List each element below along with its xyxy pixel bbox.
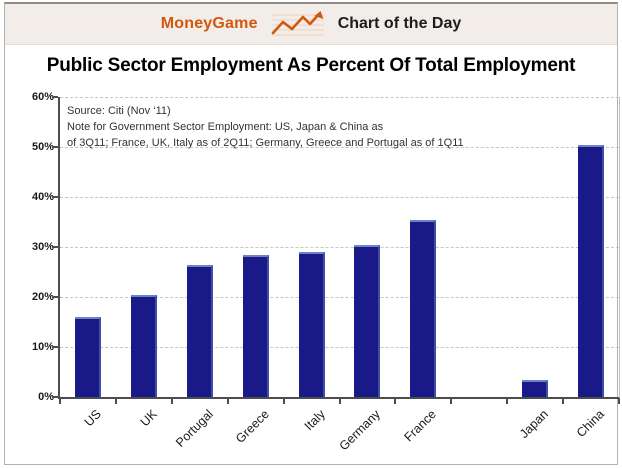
y-axis-tick-0 [52, 396, 58, 398]
y-axis-label-10: 10% [31, 341, 54, 353]
bar-greece [242, 254, 269, 397]
header-title: Chart of the Day [337, 15, 462, 32]
bar-germany [354, 244, 381, 397]
x-axis-tick-3 [226, 399, 229, 404]
x-axis-tick-4 [282, 399, 285, 404]
plot-area: 0% 10% 20% 30% 40% 50% 60% US UK Portugal Greece It… [32, 91, 620, 453]
bar-us [74, 317, 101, 397]
bar-uk [130, 294, 157, 397]
x-axis-tick-9 [562, 399, 565, 404]
y-axis-tick-60 [52, 96, 58, 98]
bar-china [578, 144, 605, 397]
y-axis-tick-30 [52, 246, 58, 248]
zigzag-chart-icon [270, 10, 326, 38]
gridline-30 [60, 247, 619, 248]
x-axis-tick-7 [450, 399, 453, 404]
source-note-line1: Source: Citi (Nov ‘11) [67, 105, 171, 117]
widget-frame: MoneyGame Chart of the Day Public Sector… [4, 2, 620, 465]
source-note-line2: Note for Government Sector Employment: U… [67, 121, 384, 133]
x-axis-label-greece: Greece [232, 407, 272, 446]
x-axis-tick-1 [114, 399, 117, 404]
y-axis-label-40: 40% [31, 191, 54, 203]
bar-portugal [186, 264, 213, 397]
y-axis-tick-40 [52, 196, 58, 198]
chart-title: Public Sector Employment As Percent Of T… [46, 55, 576, 76]
y-axis-label-20: 20% [31, 291, 54, 303]
y-axis-tick-20 [52, 296, 58, 298]
x-axis-label-us: US [81, 407, 104, 430]
x-axis-label-japan: Japan [517, 407, 552, 441]
gridline-10 [60, 347, 619, 348]
x-axis-label-germany: Germany [337, 407, 384, 454]
x-axis-tick-6 [394, 399, 397, 404]
gridline-20 [60, 297, 619, 298]
gridline-40 [60, 197, 619, 198]
bar-france [410, 219, 437, 397]
x-axis-tick-5 [338, 399, 341, 404]
bar-italy [298, 252, 325, 397]
gridline-60 [60, 97, 619, 98]
y-axis-label-30: 30% [31, 241, 54, 253]
x-axis-tick-0 [59, 399, 61, 404]
x-axis-tick-10 [618, 399, 620, 404]
x-axis-tick-2 [170, 399, 173, 404]
gridline-50 [60, 147, 619, 148]
x-axis-label-france: France [401, 407, 440, 445]
header-banner: MoneyGame Chart of the Day [5, 4, 617, 45]
y-axis-label-0: 0% [38, 391, 54, 403]
y-axis-label-50: 50% [31, 141, 54, 153]
source-note-line3: of 3Q11; France, UK, Italy as of 2Q11; G… [67, 137, 464, 149]
x-axis-label-uk: UK [137, 407, 160, 430]
y-axis-tick-10 [52, 346, 58, 348]
x-axis-label-portugal: Portugal [172, 407, 216, 450]
source-note: Source: Citi (Nov ‘11) Note for Governme… [67, 103, 537, 151]
bar-japan [522, 379, 549, 397]
y-axis-label-60: 60% [31, 91, 54, 103]
y-axis-tick-50 [52, 146, 58, 148]
x-axis-label-china: China [573, 407, 607, 441]
x-axis-tick-8 [506, 399, 509, 404]
brand-moneygame: MoneyGame [160, 15, 258, 32]
x-axis-label-italy: Italy [301, 407, 328, 434]
